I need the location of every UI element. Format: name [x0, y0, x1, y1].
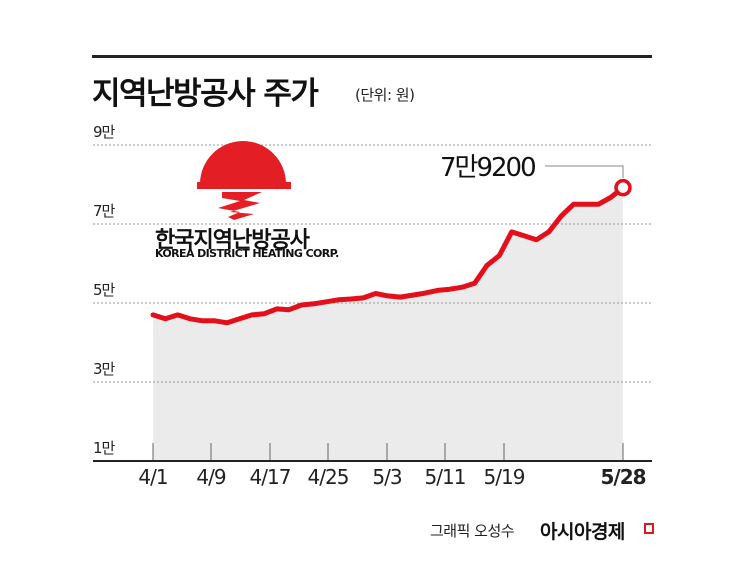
x-tick-label: 4/9 — [196, 465, 226, 489]
x-tick-label: 5/3 — [372, 465, 402, 489]
x-tick-label: 5/11 — [424, 465, 467, 489]
unit-label: (단위: 원) — [355, 86, 415, 104]
y-tick-label: 5만 — [93, 281, 115, 299]
gridlines — [93, 144, 652, 383]
publisher-brand: 아시아경제 — [540, 521, 625, 543]
y-tick-label: 7만 — [93, 202, 115, 220]
brand-mark-icon — [644, 523, 654, 534]
x-tick-label: 4/17 — [249, 465, 292, 489]
y-tick-label: 9만 — [93, 123, 115, 141]
y-tick-label: 1만 — [93, 439, 115, 457]
graphic-credit: 그래픽 오성수 — [430, 522, 515, 540]
area-fill — [153, 187, 623, 461]
logo-english-name: KOREA DISTRICT HEATING CORP. — [155, 247, 339, 260]
y-tick-label: 3만 — [93, 360, 115, 378]
callout-leader — [545, 165, 624, 178]
x-tick-label: 5/19 — [483, 465, 526, 489]
x-ticks — [152, 443, 624, 461]
x-tick-label-last: 5/28 — [600, 465, 646, 489]
kdhc-logo-icon — [197, 141, 291, 220]
last-value-callout: 7만9200 — [440, 153, 537, 183]
x-tick-label: 4/25 — [307, 465, 350, 489]
top-rule — [92, 55, 652, 58]
chart-title: 지역난방공사 주가 — [92, 76, 319, 112]
x-tick-label: 4/1 — [138, 465, 168, 489]
end-point-marker — [614, 178, 632, 197]
price-line — [150, 185, 626, 326]
logo-korean-name: 한국지역난방공사 — [155, 228, 310, 253]
